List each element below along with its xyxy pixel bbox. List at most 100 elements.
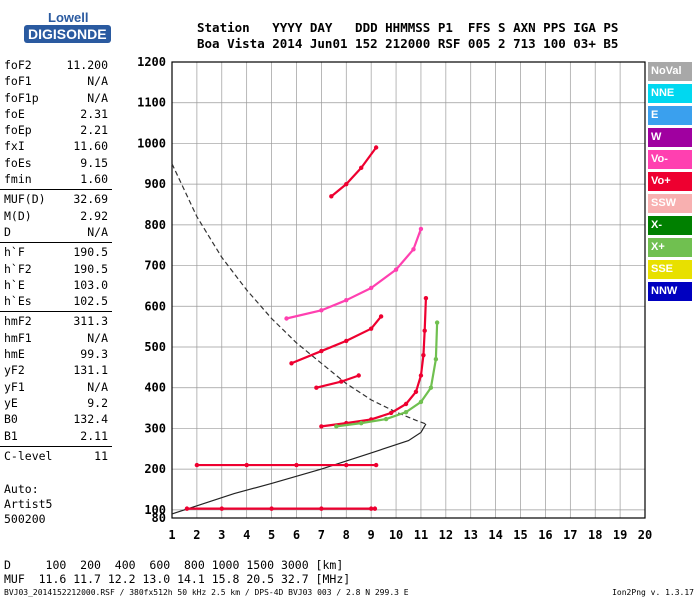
trace-segment: [370, 315, 383, 330]
muf-value-row: MUF 11.6 11.7 12.2 13.0 14.1 15.8 20.5 3…: [4, 572, 351, 586]
legend-item-x-: X+: [648, 238, 692, 257]
param-row: C-level 11: [0, 449, 118, 465]
legend-item-nnw: NNW: [648, 282, 692, 301]
param-name: D: [4, 224, 11, 239]
header-row2: Boa Vista 2014 Jun01 152 212000 RSF 005 …: [197, 36, 619, 51]
param-value: 311.3: [73, 314, 108, 329]
param-separator: [0, 242, 112, 244]
y-tick-label: 300: [144, 421, 166, 435]
trace-segment: [360, 417, 388, 425]
param-value: 9.15: [80, 155, 108, 170]
trace-segment: [330, 183, 348, 198]
param-name: hmE: [4, 347, 25, 362]
y-tick-label: 500: [144, 340, 166, 354]
param-name: foF1p: [4, 90, 39, 105]
digisonde-logo: Lowell DIGISONDE: [8, 6, 128, 46]
logo-line2: DIGISONDE: [24, 25, 111, 43]
param-row: B1 2.11: [0, 429, 118, 445]
param-row: foEp 2.21: [0, 123, 118, 139]
param-row: yE 9.2: [0, 396, 118, 412]
trace-segment: [320, 299, 348, 312]
legend-item-sse: SSE: [648, 260, 692, 279]
y-tick-label: 1100: [137, 96, 166, 110]
param-name: yF2: [4, 363, 25, 378]
param-value: 132.4: [73, 412, 108, 427]
param-name: B0: [4, 412, 18, 427]
legend-item-w: W: [648, 128, 692, 147]
trace-segment: [419, 386, 433, 404]
x-tick-label: 3: [218, 528, 225, 542]
param-value: 2.21: [80, 123, 108, 138]
trace-segment: [412, 227, 423, 251]
param-name: foF2: [4, 58, 32, 72]
legend-item-ssw: SSW: [648, 194, 692, 213]
trace-segment: [345, 286, 373, 302]
y-tick-label: 1200: [137, 55, 166, 69]
param-name: hmF1: [4, 330, 32, 345]
x-tick-label: 18: [588, 528, 602, 542]
param-row: h`F 190.5: [0, 245, 118, 261]
param-value: N/A: [87, 379, 108, 394]
trace-segment: [345, 166, 363, 186]
param-row: foF1p N/A: [0, 91, 118, 107]
trace-segment: [389, 402, 408, 415]
param-row: h`Es 102.5: [0, 294, 118, 310]
trace-segment: [370, 268, 398, 290]
param-row: h`F2 190.5: [0, 262, 118, 278]
param-name: M(D): [4, 208, 32, 223]
param-name: h`E: [4, 277, 25, 292]
auto-label: Auto:: [4, 482, 39, 496]
y-tick-label: 1000: [137, 136, 166, 150]
trace-segment: [340, 374, 360, 383]
plot-frame: [171, 61, 646, 519]
muf-distance-row: D 100 200 400 600 800 1000 1500 3000 [km…: [4, 558, 344, 572]
x-tick-label: 11: [414, 528, 428, 542]
y-tick-label: 700: [144, 259, 166, 273]
x-tick-label: 1: [168, 528, 175, 542]
param-separator: [0, 311, 112, 313]
trace-segment: [404, 400, 423, 414]
x-tick-label: 13: [464, 528, 478, 542]
x-tick-label: 15: [513, 528, 527, 542]
profile-solid-line: [171, 423, 427, 515]
legend-item-nne: NNE: [648, 84, 692, 103]
param-value: 2.92: [80, 208, 108, 223]
param-value: N/A: [87, 74, 108, 89]
trace-segment: [394, 248, 415, 271]
x-tick-label: 4: [243, 528, 250, 542]
x-tick-label: 19: [613, 528, 627, 542]
trace-segment: [320, 422, 348, 428]
param-name: B1: [4, 428, 18, 443]
param-value: 102.5: [73, 294, 108, 309]
param-name: MUF(D): [4, 192, 46, 207]
param-name: foEs: [4, 155, 32, 170]
scaled-parameters: foF2 11.200 foF1 N/A foF1p N/A foE 2.31 foEp 2.21…: [0, 58, 118, 465]
header-row1: Station YYYY DAY DDD HHMMSS P1 FFS S AXN…: [197, 20, 619, 35]
legend-item-vo-: Vo-: [648, 150, 692, 169]
param-row: foF1 N/A: [0, 74, 118, 90]
x-tick-label: 9: [368, 528, 375, 542]
param-row: hmF2 311.3: [0, 314, 118, 330]
param-row: yF2 131.1: [0, 363, 118, 379]
param-name: foE: [4, 106, 25, 121]
x-tick-label: 17: [563, 528, 577, 542]
param-row: hmF1 N/A: [0, 331, 118, 347]
param-name: fxI: [4, 139, 25, 154]
param-value: 9.2: [87, 395, 108, 410]
param-value: 11.200: [66, 58, 108, 72]
param-row: MUF(D) 32.69: [0, 192, 118, 208]
param-value: 32.69: [73, 192, 108, 207]
x-tick-label: 12: [439, 528, 453, 542]
legend-item-e: E: [648, 106, 692, 125]
param-value: 190.5: [73, 261, 108, 276]
trace-segment: [419, 354, 425, 377]
param-row: h`E 103.0: [0, 278, 118, 294]
trace-segment: [434, 321, 439, 361]
auto-scaling-info: Auto: Artist5 500200: [4, 482, 52, 527]
y-tick-label: 80: [152, 511, 166, 525]
param-name: yE: [4, 395, 18, 410]
trace-segment: [423, 297, 428, 332]
param-row: hmE 99.3: [0, 347, 118, 363]
x-tick-label: 10: [389, 528, 403, 542]
